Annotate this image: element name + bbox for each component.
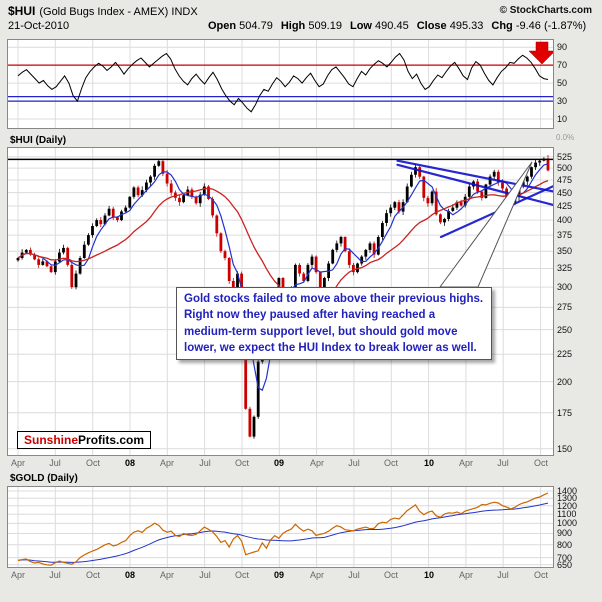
x-axis-label: Apr xyxy=(458,458,473,468)
gridlines xyxy=(8,487,553,567)
quote-bar: Open 504.79 High 509.19 Low 490.45 Close 49… xyxy=(200,20,586,32)
y-axis-label: 30 xyxy=(557,96,568,106)
gold-price-line xyxy=(17,492,549,566)
quote-label: Close xyxy=(416,20,450,32)
quote-value: 504.79 xyxy=(239,20,273,32)
y-axis-label: 275 xyxy=(557,302,573,312)
logo-part2: Profits.com xyxy=(78,433,145,447)
gold-price-panel xyxy=(7,486,554,568)
y-axis-label: 500 xyxy=(557,163,573,173)
x-axis-label: 08 xyxy=(124,458,135,468)
x-axis-label: Oct xyxy=(533,458,548,468)
y-axis-label: 200 xyxy=(557,377,573,387)
x-axis-label: Jul xyxy=(199,570,211,580)
x-axis-label: Apr xyxy=(10,458,25,468)
x-axis-label: 10 xyxy=(423,458,434,468)
y-axis-label: 375 xyxy=(557,230,573,240)
quote-label: High xyxy=(280,20,309,32)
x-axis-label: Jul xyxy=(497,570,509,580)
quote-value: 509.19 xyxy=(308,20,342,32)
y-axis-label: 900 xyxy=(557,528,573,538)
x-axis-label: 09 xyxy=(273,458,284,468)
trendline xyxy=(396,159,561,194)
x-axis-label: Apr xyxy=(309,458,324,468)
y-axis-label: 350 xyxy=(557,246,573,256)
x-axis-label: Jul xyxy=(199,458,211,468)
x-axis-label: 10 xyxy=(423,570,434,580)
red-down-arrow xyxy=(528,41,556,65)
y-axis-label: 300 xyxy=(557,282,573,292)
y-axis-label: 70 xyxy=(557,60,568,70)
quote-value: 495.33 xyxy=(449,20,484,32)
trendline xyxy=(396,163,561,208)
fib-retracement-label: 0.0% xyxy=(556,133,575,142)
annotation-callout: Gold stocks failed to move above their p… xyxy=(176,287,492,361)
x-axis-label: Apr xyxy=(159,458,174,468)
y-axis-label: 1400 xyxy=(557,486,578,496)
x-axis-label: Jul xyxy=(49,458,61,468)
quote-value: -9.46 (-1.87%) xyxy=(515,20,587,32)
hui-panel-label: $HUI (Daily) xyxy=(10,135,67,146)
y-axis-label: 1000 xyxy=(557,518,578,528)
x-axis-label: Jul xyxy=(348,458,360,468)
y-axis-label: 475 xyxy=(557,175,573,185)
x-axis-label: Oct xyxy=(85,570,100,580)
y-axis-label: 1100 xyxy=(557,509,577,519)
gold-line-chart xyxy=(8,487,553,567)
momentum-indicator-panel xyxy=(7,39,556,129)
x-axis-label: Jul xyxy=(49,570,61,580)
y-axis-label: 250 xyxy=(557,325,573,335)
gold-panel-label: $GOLD (Daily) xyxy=(10,473,78,484)
x-axis-label: 09 xyxy=(273,570,284,580)
y-axis-label: 450 xyxy=(557,188,573,198)
x-axis-label: Oct xyxy=(85,458,100,468)
x-axis-label: Oct xyxy=(533,570,548,580)
x-axis-label: Oct xyxy=(383,458,398,468)
y-axis-label: 700 xyxy=(557,553,573,563)
y-axis-label: 150 xyxy=(557,444,573,454)
y-axis-label: 425 xyxy=(557,201,573,211)
quote-label: Low xyxy=(349,20,376,32)
quote-label: Open xyxy=(208,20,240,32)
copyright: © StockCharts.com xyxy=(499,5,592,16)
x-axis-label: Oct xyxy=(234,570,249,580)
y-axis-label: 325 xyxy=(557,263,573,273)
logo-part1: Sunshine xyxy=(24,433,79,447)
quote-label: Chg xyxy=(491,20,516,32)
chart-title: $HUI (Gold Bugs Index - AMEX) INDX xyxy=(8,4,198,18)
gridlines xyxy=(8,40,553,128)
y-axis-label: 400 xyxy=(557,215,573,225)
sunshineprofits-logo: SunshineProfits.com xyxy=(17,431,152,449)
x-axis-label: Oct xyxy=(383,570,398,580)
gridlines xyxy=(8,148,553,455)
y-axis-label: 650 xyxy=(557,560,573,570)
y-axis-label: 525 xyxy=(557,152,573,162)
momentum-chart xyxy=(8,40,556,128)
y-axis-label: 90 xyxy=(557,42,568,52)
quote-value: 490.45 xyxy=(375,20,409,32)
y-axis-label: 800 xyxy=(557,540,573,550)
x-axis-label: Apr xyxy=(10,570,25,580)
y-axis-label: 175 xyxy=(557,408,573,418)
x-axis-label: Jul xyxy=(348,570,360,580)
y-axis-label: 1200 xyxy=(557,501,578,511)
x-axis-label: Apr xyxy=(159,570,174,580)
chart-date: 21-Oct-2010 xyxy=(8,20,70,32)
x-axis-label: Apr xyxy=(458,570,473,580)
x-axis-label: Jul xyxy=(497,458,509,468)
symbol: $HUI xyxy=(8,4,36,18)
y-axis-label: 225 xyxy=(557,349,573,359)
x-axis-label: Apr xyxy=(309,570,324,580)
y-axis-label: 10 xyxy=(557,114,568,124)
x-axis-label: Oct xyxy=(234,458,249,468)
title-rest: (Gold Bugs Index - AMEX) INDX xyxy=(39,6,198,18)
y-axis-label: 50 xyxy=(557,78,568,88)
y-axis-label: 1300 xyxy=(557,493,578,503)
x-axis-label: 08 xyxy=(124,570,135,580)
rsi-line xyxy=(17,52,549,113)
gold-ma-line xyxy=(17,502,549,563)
